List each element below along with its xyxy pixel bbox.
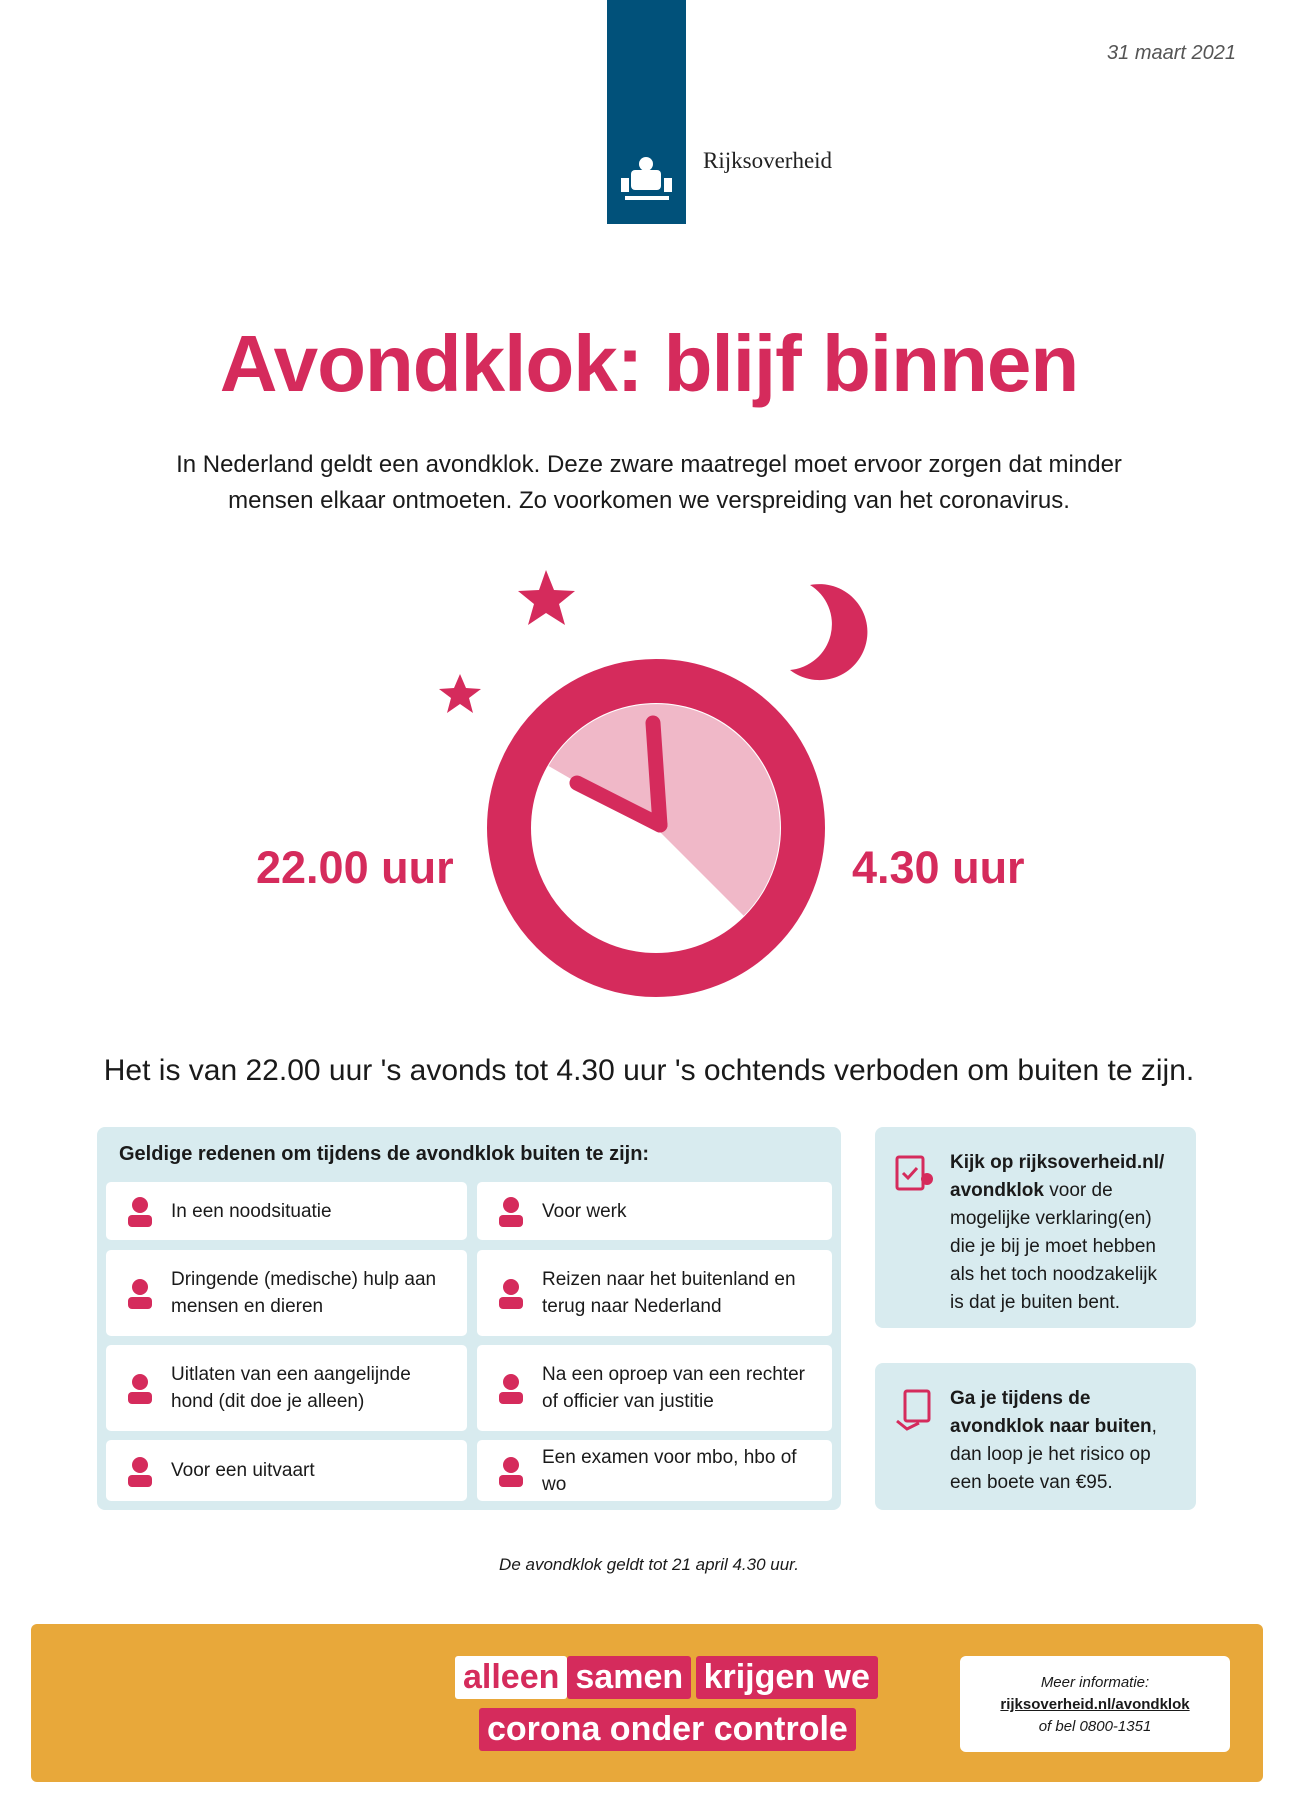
intro-line: In Nederland geldt een avondklok. Deze z…: [176, 451, 1122, 478]
reason-item: Dringende (medische) hulp aan mensen en …: [106, 1250, 467, 1336]
logo-bar: [607, 0, 686, 224]
more-info: Meer informatie: rijksoverheid.nl/avondk…: [960, 1656, 1230, 1752]
date: 31 maart 2021: [1107, 42, 1236, 64]
reason-item: In een noodsituatie: [106, 1182, 467, 1240]
info-bold: Kijk op rijksoverheid.nl/ avondklok: [950, 1152, 1165, 1201]
slogan-line: corona onder controle: [479, 1708, 856, 1751]
slogan-word: alleen: [455, 1656, 568, 1699]
slogan-word: samen: [567, 1656, 692, 1699]
icon: [499, 1197, 523, 1227]
info-text: , dan loop je het risico op een boete va…: [950, 1416, 1157, 1493]
info-bold: Ga je tijdens de avondklok naar buiten: [950, 1388, 1152, 1437]
icon: [128, 1279, 152, 1309]
icon: [499, 1456, 523, 1487]
icon: [128, 1374, 152, 1404]
logo-text: Rijksoverheid: [703, 148, 833, 173]
reason-text: Voor een uitvaart: [171, 1460, 315, 1481]
icon: [128, 1456, 152, 1487]
statement: Het is van 22.00 uur 's avonds tot 4.30 …: [103, 1054, 1195, 1087]
reason-item: Reizen naar het buitenland en terug naar…: [477, 1250, 832, 1336]
more-info-phone: of bel 0800-1351: [1038, 1718, 1152, 1735]
clock-end-label: 4.30 uur: [852, 842, 1025, 893]
slogan-word: corona onder controle: [479, 1708, 856, 1751]
intro-line: mensen elkaar ontmoeten. Zo voorkomen we…: [228, 487, 1070, 514]
reason-text: Reizen naar het buitenland en terug naar…: [542, 1269, 796, 1317]
reason-text: Een examen voor mbo, hbo of wo: [542, 1446, 797, 1495]
reason-item: Voor werk: [477, 1182, 832, 1240]
icon: [499, 1374, 523, 1404]
icon: [128, 1197, 152, 1227]
clock-illustration: [439, 570, 868, 997]
info-text: voor de mogelijke verklaring(en) die je …: [950, 1180, 1158, 1313]
reason-text: Uitlaten van een aangelijnde hond (dit d…: [171, 1364, 411, 1412]
icon: [895, 1155, 933, 1191]
reason-item: Uitlaten van een aangelijnde hond (dit d…: [106, 1345, 467, 1431]
reason-text: In een noodsituatie: [171, 1200, 332, 1222]
slogan-word: krijgen we: [695, 1656, 878, 1699]
reason-text: Na een oproep van een rechter of officie…: [542, 1364, 806, 1412]
slogan-line: alleen samen krijgen we: [455, 1656, 878, 1699]
footnote: De avondklok geldt tot 21 april 4.30 uur…: [499, 1555, 799, 1574]
reason-item: Na een oproep van een rechter of officie…: [477, 1345, 832, 1431]
reason-item: Voor een uitvaart: [106, 1440, 467, 1501]
icon: [499, 1279, 523, 1309]
icon: [896, 1389, 931, 1431]
info-box: Ga je tijdens de avondklok naar buiten, …: [875, 1363, 1196, 1510]
intro: In Nederland geldt een avondklok. Deze z…: [0, 447, 1298, 519]
more-info-label: Meer informatie:: [1040, 1674, 1150, 1691]
reason-item: Een examen voor mbo, hbo of wo: [477, 1440, 832, 1501]
logo-emblem: [621, 157, 672, 200]
title: Avondklok: blijf binnen: [219, 319, 1079, 408]
more-info-link[interactable]: rijksoverheid.nl/avondklok: [1000, 1696, 1190, 1713]
clock-start-label: 22.00 uur: [256, 842, 454, 893]
reason-text: Voor werk: [542, 1200, 627, 1222]
reason-text: Dringende (medische) hulp aan mensen en …: [171, 1269, 437, 1317]
info-box: Kijk op rijksoverheid.nl/ avondklok voor…: [875, 1127, 1196, 1328]
reasons-title: Geldige redenen om tijdens de avondklok …: [119, 1143, 650, 1165]
